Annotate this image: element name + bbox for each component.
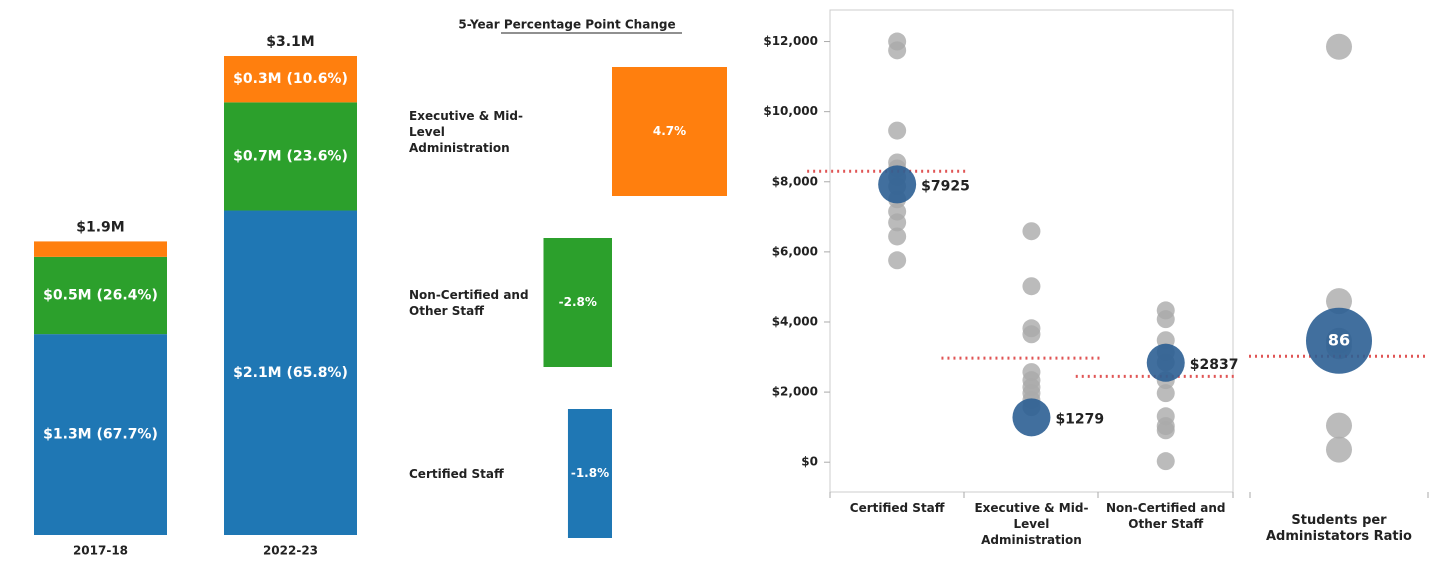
x-tick-label: 2022-23 (263, 544, 318, 558)
highlight-point (1012, 398, 1051, 437)
change-label: -2.8% (559, 295, 597, 309)
segment-label: $1.3M (67.7%) (43, 427, 158, 443)
bar-segment (224, 56, 357, 103)
highlight-label: $1279 (1055, 411, 1104, 427)
x-tick-label: 2017-18 (73, 544, 128, 558)
change-bar (543, 238, 612, 367)
change-label: -1.8% (571, 466, 609, 480)
peer-point (1156, 421, 1175, 440)
bar-segment (224, 210, 357, 536)
y-tick-label: $0 (801, 455, 818, 469)
bar-segment (224, 102, 357, 211)
peer-point (1326, 288, 1352, 315)
peer-point (1022, 222, 1041, 241)
x-tick-label: Executive & Mid-Level Administration (974, 501, 1089, 547)
category-label: Certified Staff (409, 466, 504, 481)
change-bar (612, 67, 727, 196)
peer-point (1022, 277, 1041, 296)
total-label: $3.1M (266, 34, 314, 50)
x-tick-label: Non-Certified and Other Staff (1105, 501, 1226, 531)
x-tick-label: Students per Administators Ratio (1265, 513, 1412, 544)
bar-segment (34, 241, 167, 257)
peer-point (888, 213, 907, 232)
segment-label: $0.3M (10.6%) (233, 71, 348, 87)
x-tick-label: Certified Staff (849, 501, 945, 515)
peer-point (1326, 412, 1352, 439)
peer-point (888, 41, 907, 60)
highlight-point (878, 165, 917, 204)
change-bar (567, 409, 612, 538)
peer-point (888, 251, 907, 270)
peer-point (1326, 436, 1352, 463)
peer-point (1156, 384, 1175, 403)
segment-label: $0.7M (23.6%) (233, 148, 348, 164)
bar-segment (34, 334, 167, 535)
y-tick-label: $12,000 (763, 34, 818, 48)
plot-frame (829, 9, 1234, 493)
bar-segment (34, 256, 167, 335)
peer-point (1326, 33, 1352, 60)
peer-point (1156, 452, 1175, 471)
change-title: 5-Year Percentage Point Change (458, 18, 675, 32)
segment-label: $0.5M (26.4%) (43, 288, 158, 304)
total-label: $1.9M (76, 219, 124, 235)
category-label: Non-Certified and Other Staff (409, 287, 529, 318)
peer-point (888, 121, 907, 140)
change-label: 4.7% (653, 124, 686, 138)
y-tick-label: $6,000 (772, 244, 818, 258)
highlight-point (1306, 307, 1372, 374)
highlight-point (1146, 343, 1185, 382)
highlight-label: $7925 (921, 178, 970, 194)
y-tick-label: $8,000 (772, 174, 818, 188)
y-tick-label: $4,000 (772, 314, 818, 328)
y-tick-label: $10,000 (763, 104, 818, 118)
highlight-label: $2837 (1190, 357, 1239, 373)
peer-point (1022, 325, 1041, 344)
category-label: Executive & Mid-Level Administration (409, 108, 523, 155)
highlight-label: 86 (1328, 330, 1350, 349)
y-tick-label: $2,000 (772, 385, 818, 399)
segment-label: $2.1M (65.8%) (233, 365, 348, 381)
peer-point (888, 227, 907, 246)
peer-point (1156, 310, 1175, 329)
